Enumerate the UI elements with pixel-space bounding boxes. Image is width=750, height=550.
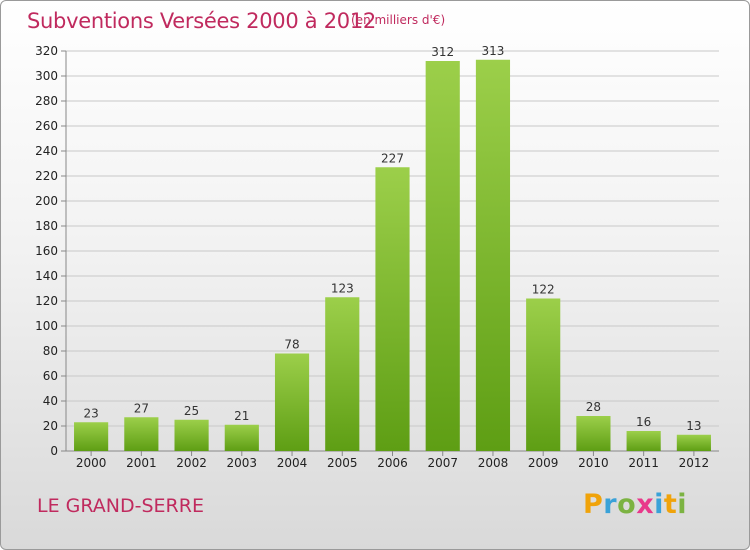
commune-name: LE GRAND-SERRE bbox=[37, 495, 204, 517]
y-tick-label: 140 bbox=[35, 269, 58, 283]
chart-subtitle: (en milliers d'€) bbox=[351, 13, 446, 27]
y-tick-label: 300 bbox=[35, 69, 58, 83]
bar-2009 bbox=[526, 298, 561, 451]
y-tick-label: 220 bbox=[35, 169, 58, 183]
bar-2003 bbox=[224, 424, 259, 451]
bar-2008 bbox=[475, 59, 511, 451]
y-tick-label: 60 bbox=[43, 369, 58, 383]
logo-letter: i bbox=[677, 489, 688, 520]
bar-value-label: 25 bbox=[184, 404, 199, 418]
bar-2005 bbox=[325, 297, 360, 451]
x-tick-label: 2009 bbox=[528, 456, 559, 470]
bar-2012 bbox=[676, 434, 711, 451]
x-tick-label: 2011 bbox=[628, 456, 659, 470]
axes: 0 20 40 60 80 100 120 140 160 180 200 220 240 260 280 3… bbox=[35, 44, 719, 470]
bar-value-label: 227 bbox=[381, 151, 404, 165]
x-tick-label: 2012 bbox=[679, 456, 710, 470]
logo-letter: t bbox=[663, 489, 678, 520]
data-labels: 23 27 25 21 78 123 227 312 313 122 28 16 13 bbox=[83, 44, 701, 433]
bar-2002 bbox=[174, 419, 209, 451]
proxiti-logo[interactable]: Proxiti bbox=[583, 489, 687, 520]
y-tick-label: 20 bbox=[43, 419, 58, 433]
y-tick-label: 120 bbox=[35, 294, 58, 308]
x-tick-label: 2005 bbox=[327, 456, 358, 470]
x-tick-label: 2000 bbox=[76, 456, 107, 470]
bar-value-label: 16 bbox=[636, 415, 651, 429]
y-tick-label: 320 bbox=[35, 44, 58, 58]
x-tick-label: 2007 bbox=[427, 456, 458, 470]
chart-title: Subventions Versées 2000 à 2012 bbox=[27, 9, 376, 33]
bar-2010 bbox=[576, 416, 611, 451]
bar-value-label: 313 bbox=[482, 44, 505, 58]
bar-value-label: 21 bbox=[234, 409, 249, 423]
x-tick-label: 2001 bbox=[126, 456, 157, 470]
logo-letter: i bbox=[654, 489, 664, 520]
x-tick-label: 2010 bbox=[578, 456, 609, 470]
bar-value-label: 27 bbox=[134, 401, 149, 415]
bar-2007 bbox=[425, 61, 460, 451]
bar-value-label: 28 bbox=[586, 400, 601, 414]
y-tick-label: 200 bbox=[35, 194, 58, 208]
y-tick-label: 240 bbox=[35, 144, 58, 158]
logo-letter: r bbox=[603, 489, 618, 520]
y-tick-label: 100 bbox=[35, 319, 58, 333]
bars bbox=[74, 59, 711, 451]
y-tick-label: 160 bbox=[35, 244, 58, 258]
bar-value-label: 78 bbox=[284, 338, 299, 352]
logo-letter: x bbox=[636, 489, 655, 520]
bar-2004 bbox=[274, 353, 310, 451]
bar-2011 bbox=[626, 431, 661, 451]
logo-letter: P bbox=[583, 489, 604, 520]
y-tick-label: 260 bbox=[35, 119, 58, 133]
y-tick-label: 0 bbox=[50, 444, 58, 458]
bar-2001 bbox=[124, 417, 159, 451]
bar-value-label: 123 bbox=[331, 281, 354, 295]
x-tick-label: 2002 bbox=[176, 456, 207, 470]
y-tick-label: 180 bbox=[35, 219, 58, 233]
x-tick-label: 2008 bbox=[478, 456, 509, 470]
bar-value-label: 312 bbox=[431, 45, 454, 59]
bar-value-label: 23 bbox=[83, 406, 98, 420]
y-tick-label: 80 bbox=[43, 344, 58, 358]
y-tick-label: 40 bbox=[43, 394, 58, 408]
x-tick-label: 2006 bbox=[377, 456, 408, 470]
x-tick-label: 2004 bbox=[277, 456, 308, 470]
logo-letter: o bbox=[617, 489, 637, 520]
bar-2006 bbox=[375, 167, 410, 451]
x-tick-label: 2003 bbox=[227, 456, 258, 470]
bar-value-label: 122 bbox=[532, 283, 555, 297]
y-tick-label: 280 bbox=[35, 94, 58, 108]
bar-2000 bbox=[74, 422, 109, 451]
bar-value-label: 13 bbox=[686, 419, 701, 433]
